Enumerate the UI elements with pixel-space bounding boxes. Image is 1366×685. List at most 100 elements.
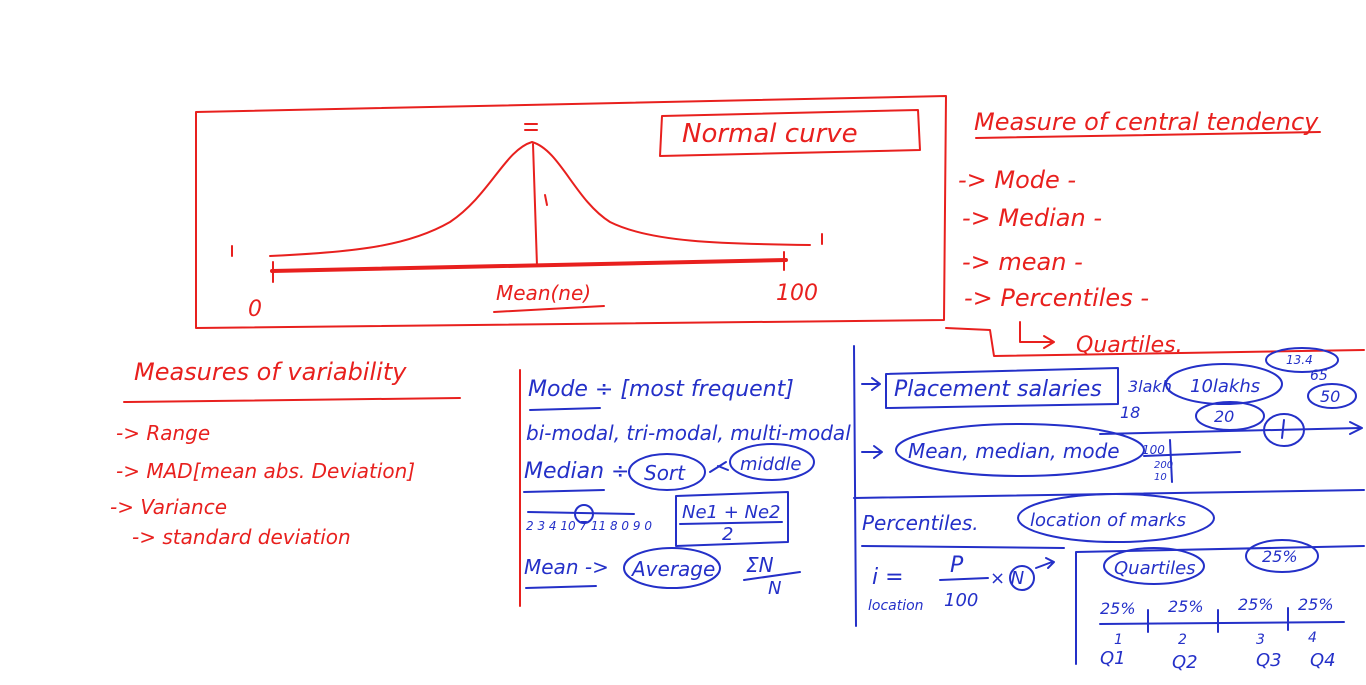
median-circle: [574, 504, 594, 524]
middle-bubble: [729, 443, 815, 481]
small-top-label: 13.4: [1286, 353, 1313, 367]
long-arrow-line: [1099, 427, 1361, 435]
list-item-mean: -> mean -: [962, 248, 1083, 276]
q1-label: Q1: [1100, 648, 1126, 669]
axis-start-label: 0: [248, 297, 262, 322]
segment-3-label: 25%: [1238, 595, 1274, 614]
eighteen-label: 18: [1120, 403, 1140, 422]
ten-label: 10: [1154, 472, 1167, 483]
mean-median-mode: Mean, median, mode: [908, 439, 1120, 463]
segment-1-label: 25%: [1100, 599, 1136, 618]
tick-label-4: 4: [1308, 630, 1317, 646]
marks-vertical: [1169, 439, 1173, 483]
blue-divider-vertical: [853, 345, 857, 627]
list-item-range: -> Range: [116, 421, 210, 445]
list-item-std-deviation: -> standard deviation: [132, 525, 351, 549]
list-item-variance: -> Variance: [110, 495, 227, 519]
sort-bubble: [628, 453, 706, 491]
three-lakh-label: 3lakh: [1128, 377, 1172, 396]
right-notes-panel: Placement salaries 3lakh 10lakhs 13.4 65…: [853, 345, 1365, 673]
tick-label-2: 2: [1178, 632, 1187, 648]
bell-curve: [269, 141, 811, 257]
q4-label: Q4: [1310, 650, 1336, 671]
list-item-mode: -> Mode -: [958, 166, 1076, 194]
mean-line: [532, 143, 538, 267]
percentiles-underline: [861, 545, 1065, 549]
formula-bar: [679, 521, 783, 525]
mean-median-mode-bubble: [895, 423, 1145, 477]
title-box: [659, 109, 921, 157]
center-notes-panel: Mode ÷ [most frequent] bi-modal, tri-mod…: [519, 369, 851, 607]
central-tendency-title: Measure of central tendency: [974, 108, 1319, 136]
middle-label: middle: [740, 454, 801, 475]
tick-mark: [544, 194, 548, 206]
median-underline: [523, 489, 605, 493]
list-item-percentiles: -> Percentiles -: [964, 284, 1149, 312]
modal-types: bi-modal, tri-modal, multi-modal: [526, 421, 851, 445]
list-item-median: -> Median -: [962, 204, 1102, 232]
central-tendency-panel: Measure of central tendency -> Mode - ->…: [945, 108, 1365, 358]
two-hundred-label: 200: [1154, 460, 1173, 471]
sum-numerator: ΣN: [746, 553, 774, 577]
normal-curve-panel: Normal curve 0 100 Mean(ne): [195, 95, 947, 329]
median-formula-denominator: 2: [722, 524, 733, 545]
normal-curve-frame: [195, 95, 947, 329]
small-top-bubble: [1265, 347, 1339, 373]
times-n: × N: [990, 568, 1024, 589]
tick-label-3: 3: [1256, 632, 1265, 648]
p-denominator: 100: [944, 590, 978, 611]
twenty-five-bubble: [1245, 539, 1319, 573]
number-line: [527, 511, 635, 515]
quartile-axis: [1099, 621, 1345, 625]
variability-underline: [123, 397, 461, 403]
number-sequence: 2 3 4 10 7 11 8 0 9 0: [526, 519, 652, 533]
quartiles-frame: [1075, 545, 1365, 665]
quartiles-bubble: [1103, 547, 1205, 585]
i-equals: i =: [872, 565, 904, 590]
mean-label: Mean ->: [524, 555, 609, 579]
center-label-underline: [493, 305, 605, 313]
mode-definition: Mode ÷ [most frequent]: [528, 377, 794, 402]
location-bubble: [1017, 493, 1215, 543]
median-formula-box: [675, 491, 789, 547]
axis-end-label: 100: [776, 281, 818, 306]
hundred-line: [1143, 451, 1241, 457]
hundred-label: 100: [1142, 443, 1165, 457]
arrow-to-middle: [709, 461, 729, 473]
segment-4-label: 25%: [1298, 595, 1334, 614]
mean-underline: [525, 585, 597, 589]
sum-denominator: N: [768, 578, 781, 599]
placement-box: [885, 367, 1119, 409]
mode-underline: [529, 407, 601, 411]
central-tendency-underline: [975, 131, 1321, 139]
location-word: location: [868, 598, 924, 614]
location-of-marks: location of marks: [1030, 510, 1186, 531]
center-label: Mean(ne): [496, 281, 591, 305]
quartiles-label: Quartiles: [1114, 558, 1196, 579]
percentiles-label: Percentiles.: [862, 511, 979, 535]
average-label: Average: [630, 557, 715, 581]
p-numerator: P: [950, 553, 964, 578]
q2-label: Q2: [1172, 652, 1198, 673]
n-arrow: [1035, 557, 1055, 569]
list-item-mad: -> MAD[mean abs. Deviation]: [116, 459, 415, 483]
twenty-label: 20: [1214, 407, 1234, 426]
ten-lakh-label: 10lakhs: [1190, 376, 1260, 397]
ten-lakh-bubble: [1165, 363, 1283, 405]
variability-title: Measures of variability: [134, 358, 407, 386]
mmm-arrow: [861, 445, 883, 459]
sub-item-arrow: [1019, 321, 1053, 343]
sub-item-arrowhead: [1043, 335, 1055, 349]
median-label: Median ÷: [524, 459, 629, 484]
fifty-label: 50: [1320, 387, 1340, 406]
sixty-five-label: 65: [1310, 368, 1328, 384]
divider-line: [945, 327, 1365, 357]
normal-curve-title: Normal curve: [682, 119, 858, 149]
q3-label: Q3: [1256, 650, 1282, 671]
segment-2-label: 25%: [1168, 597, 1204, 616]
variability-panel: Measures of variability -> Range -> MAD[…: [110, 358, 461, 549]
n-circle: [1009, 565, 1035, 591]
long-arrow-head: [1349, 421, 1363, 435]
p-bar: [939, 577, 989, 581]
